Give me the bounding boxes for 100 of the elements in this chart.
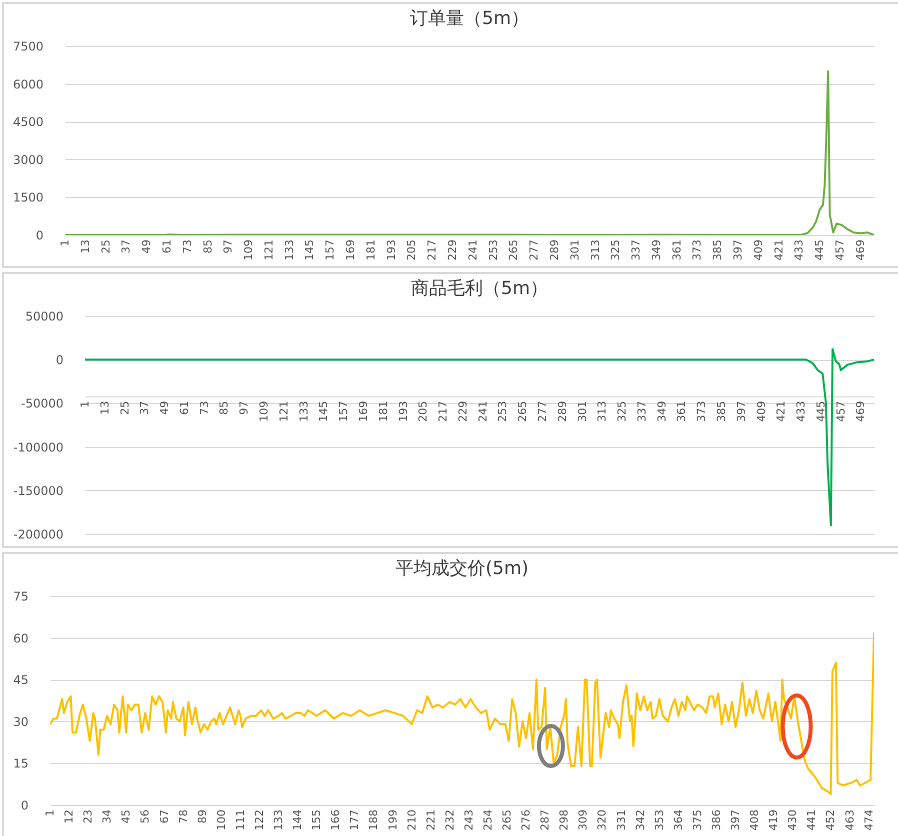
x-tick-label: 433 [792,240,806,260]
x-tick-label: 73 [198,400,211,415]
x-tick-label: 229 [456,400,470,422]
chart-title: 商品毛利（5m） [411,278,548,299]
x-tick-label: 287 [538,810,552,830]
x-tick-label: 397 [729,810,742,830]
x-tick-label: 457 [834,240,847,260]
x-tick-label: 157 [337,400,350,422]
x-tick-label: 409 [754,400,768,422]
y-tick-label: 0 [56,353,64,368]
x-tick-label: 45 [120,810,133,824]
x-tick-label: 232 [443,810,456,830]
x-tick-label: 25 [99,240,112,254]
x-tick-label: 12 [62,810,76,824]
x-tick-label: 193 [396,400,410,422]
x-tick-label: 111 [234,810,247,830]
x-tick-label: 253 [486,240,500,260]
x-tick-label: 254 [481,810,494,830]
x-tick-label: 421 [774,400,788,422]
y-tick-label: 0 [36,228,44,242]
y-tick-label: 75 [13,590,28,604]
x-tick-label: 61 [160,240,174,254]
x-tick-label: 361 [675,400,688,422]
x-tick-label: 205 [416,400,430,422]
x-tick-label: 133 [282,240,296,260]
x-tick-label: 313 [596,400,609,422]
x-tick-label: 385 [711,240,724,260]
x-tick-label: 353 [652,810,666,830]
x-tick-label: 25 [118,400,132,415]
x-tick-label: 419 [767,810,780,830]
x-tick-label: 298 [558,810,571,830]
x-tick-label: 277 [536,400,549,422]
x-tick-label: 145 [317,400,330,422]
y-tick-label: -150000 [13,484,64,498]
x-tick-label: 205 [405,240,418,260]
line-series [50,631,874,795]
x-tick-label: 89 [196,810,209,824]
x-tick-label: 277 [528,240,541,260]
x-tick-label: 463 [843,810,856,830]
x-tick-label: 109 [258,400,271,422]
x-tick-label: 301 [568,240,582,260]
x-tick-label: 181 [376,400,390,422]
y-tick-label: 15 [13,756,28,771]
y-tick-label: 45 [13,673,28,688]
x-tick-label: 430 [786,810,800,830]
x-tick-label: 56 [138,810,152,824]
x-tick-label: 133 [272,810,286,830]
x-tick-label: 78 [176,810,190,824]
x-tick-label: 193 [384,240,398,260]
x-tick-label: 85 [218,400,231,415]
x-tick-label: 452 [824,810,838,830]
x-tick-label: 67 [158,810,171,824]
x-tick-label: 342 [634,810,647,830]
x-tick-label: 349 [650,240,663,260]
y-tick-label: 50000 [25,310,64,324]
x-tick-label: 181 [364,240,378,260]
y-tick-label: 7500 [12,40,44,54]
chart-title: 订单量（5m） [410,8,529,29]
x-tick-label: 457 [834,400,848,422]
x-tick-label: 373 [690,240,704,260]
x-tick-label: 97 [238,400,251,415]
y-tick-label: -100000 [13,440,64,454]
y-tick-label: -200000 [13,528,64,542]
x-tick-label: 217 [426,240,439,260]
x-tick-label: 1 [78,400,92,408]
x-tick-label: 49 [140,240,154,254]
x-tick-label: 364 [672,810,685,830]
x-tick-label: 155 [310,810,324,830]
x-tick-label: 73 [180,240,194,254]
x-tick-label: 289 [548,240,561,260]
x-tick-label: 97 [222,240,235,254]
x-tick-label: 177 [348,810,362,830]
x-tick-label: 309 [576,810,590,830]
x-tick-label: 23 [82,810,95,824]
x-tick-label: 188 [367,810,380,830]
x-tick-label: 469 [854,240,867,260]
y-tick-label: 30 [13,714,28,729]
x-tick-label: 61 [178,400,191,415]
x-tick-label: 325 [616,400,629,422]
x-tick-label: 144 [291,810,304,830]
x-tick-label: 301 [576,400,589,422]
x-tick-label: 325 [609,240,622,260]
x-tick-label: 289 [556,400,569,422]
x-tick-label: 121 [277,400,290,422]
x-tick-label: 320 [596,810,609,830]
x-tick-label: 421 [772,240,786,260]
y-tick-label: 4500 [12,115,44,130]
x-tick-label: 122 [252,810,266,830]
x-tick-label: 373 [695,400,708,422]
x-tick-label: 474 [862,810,876,830]
x-tick-label: 241 [466,240,480,260]
x-tick-label: 100 [214,810,228,830]
y-tick-label: 60 [13,631,28,646]
line-series [65,70,874,235]
y-tick-label: -50000 [20,396,64,411]
x-tick-label: 1 [44,810,56,816]
x-tick-label: 13 [78,240,92,254]
x-tick-label: 445 [813,240,826,260]
x-tick-label: 445 [814,400,828,422]
x-tick-label: 433 [794,400,808,422]
